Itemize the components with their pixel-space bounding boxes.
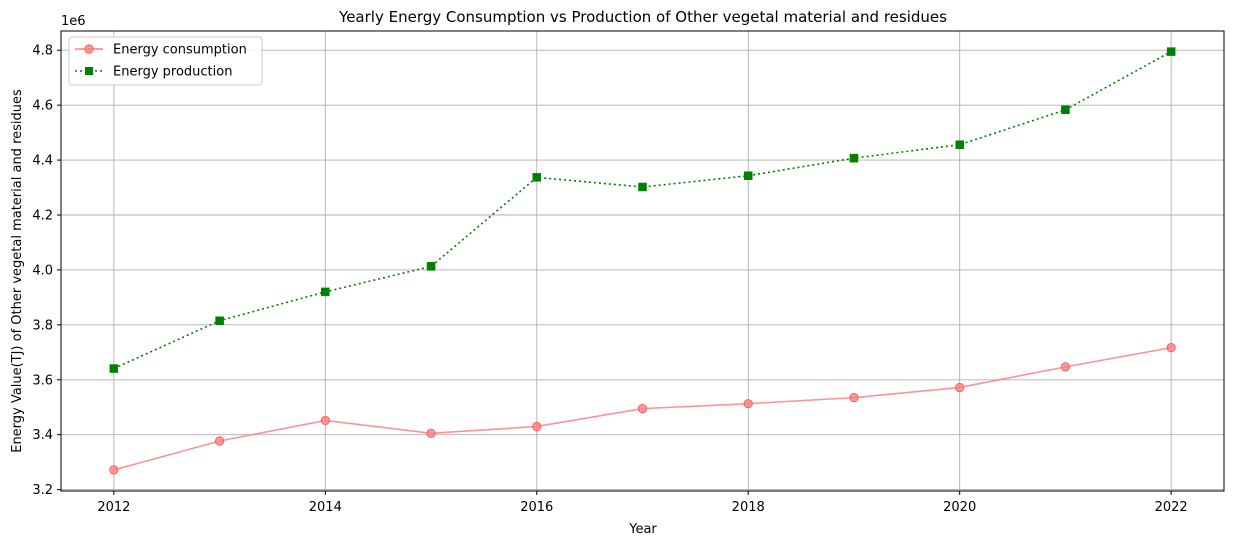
data-point <box>743 399 753 409</box>
x-tick-label: 2022 <box>1155 500 1188 515</box>
legend-marker-1 <box>84 44 94 54</box>
data-point <box>637 404 648 414</box>
y-tick-label: 4.4 <box>32 154 53 169</box>
legend-label-1: Energy consumption <box>113 43 247 58</box>
y-tick-label: 4.8 <box>32 44 53 59</box>
legend: Energy consumption Energy production <box>68 36 263 86</box>
x-axis-label: Year <box>628 522 657 537</box>
y-tick-label: 4.2 <box>32 209 53 224</box>
x-tick-label: 2014 <box>309 500 342 515</box>
y-tick-label: 4.6 <box>32 99 53 114</box>
series-layer <box>109 47 1176 475</box>
legend-box <box>68 36 263 86</box>
data-point <box>532 421 542 432</box>
data-point <box>955 140 964 149</box>
data-point <box>1060 362 1071 372</box>
data-point <box>320 415 330 426</box>
data-point <box>743 171 753 180</box>
legend-marker-2 <box>85 67 93 75</box>
y-axis-label: Energy Value(TJ) of Other vegetal materi… <box>10 89 25 453</box>
data-point <box>1061 105 1070 115</box>
y-tick-label: 3.8 <box>32 318 53 333</box>
data-point <box>849 153 859 163</box>
y-offset-label: 1e6 <box>61 14 86 29</box>
data-point <box>214 436 225 446</box>
data-point <box>426 262 436 271</box>
y-tick-label: 3.6 <box>32 373 53 388</box>
data-point <box>1166 343 1176 353</box>
x-tick-label: 2016 <box>520 500 553 515</box>
y-tick-label: 3.4 <box>32 428 53 443</box>
series-line-2 <box>113 50 1172 370</box>
data-point <box>849 393 859 403</box>
data-point <box>955 382 965 393</box>
data-point <box>532 173 542 182</box>
data-point <box>638 182 647 192</box>
data-point <box>109 364 119 373</box>
axes: 2012 2014 2016 2018 2020 2022 3.2 3.4 3.6 3.8 4.0 4… <box>32 30 1225 515</box>
data-point <box>215 316 224 325</box>
y-tick-label: 3.2 <box>32 483 53 498</box>
x-tick-label: 2018 <box>732 500 765 515</box>
x-tick-label: 2012 <box>97 500 130 515</box>
data-point <box>321 287 330 297</box>
plot-frame <box>60 30 1225 492</box>
y-tick-label: 4.0 <box>32 263 53 278</box>
legend-label-2: Energy production <box>113 65 232 80</box>
chart-title: Yearly Energy Consumption vs Production … <box>338 8 947 26</box>
data-point <box>1166 47 1176 56</box>
data-point <box>426 428 436 438</box>
data-point <box>109 465 119 475</box>
x-tick-label: 2020 <box>943 500 976 515</box>
